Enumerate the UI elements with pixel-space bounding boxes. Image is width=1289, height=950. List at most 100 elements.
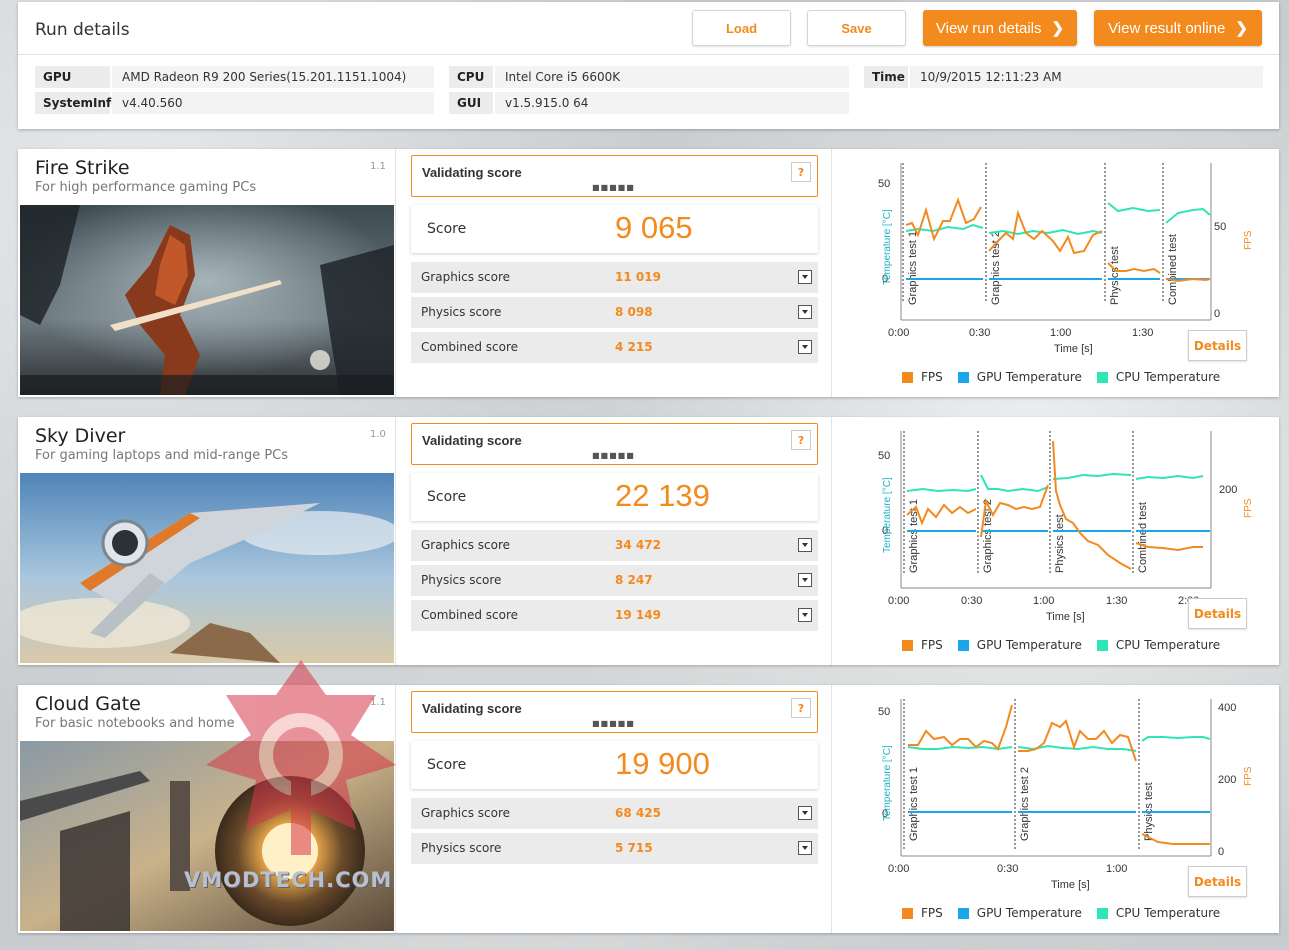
fps-series (1141, 833, 1210, 845)
subscore-value: 19 149 (615, 608, 661, 622)
chart-legend: FPS GPU Temperature CPU Temperature (902, 370, 1235, 384)
fire-strike-image (20, 205, 394, 395)
benchmark-card-sky-diver: Sky Diver For gaming laptops and mid-ran… (18, 417, 1279, 665)
details-button[interactable]: Details (1188, 866, 1247, 897)
expand-dropdown-icon[interactable] (798, 806, 812, 820)
fps-series (1107, 262, 1161, 274)
legend-fps: FPS (921, 638, 943, 652)
cpu-row: CPU Intel Core i5 6600K (449, 66, 849, 88)
run-details-panel: Run details Load Save View run details ❯ … (18, 2, 1279, 129)
validation-progress: ■■■■■ (592, 183, 635, 192)
sky-diver-image (20, 473, 394, 663)
validating-label: Validating score (422, 701, 522, 716)
benchmark-name: Sky Diver (35, 425, 126, 447)
y-tick-left: 50 (878, 450, 890, 462)
details-button[interactable]: Details (1188, 598, 1247, 629)
graphics-score-row[interactable]: Graphics score 11 019 (411, 262, 818, 293)
test-label: Graphics test 1 (907, 231, 919, 305)
cpu-temp-series (1052, 472, 1132, 480)
subscore-label: Physics score (421, 305, 502, 319)
x-tick: 1:00 (1033, 595, 1054, 607)
subscore-label: Combined score (421, 340, 519, 354)
fps-series (1052, 440, 1132, 570)
fps-series (988, 209, 1103, 255)
legend-cpu: CPU Temperature (1115, 906, 1221, 920)
fps-series (905, 197, 982, 242)
monitoring-chart: 50 0 200 0:00 0:30 1:00 1:30 2:00 Time [… (878, 431, 1254, 623)
column-divider (831, 417, 832, 665)
x-tick: 1:30 (1106, 595, 1127, 607)
fps-series (1135, 542, 1203, 552)
legend-fps: FPS (921, 906, 943, 920)
legend-swatch-gpu (957, 639, 969, 651)
help-button[interactable]: ? (791, 430, 811, 450)
benchmark-header: Cloud Gate For basic notebooks and home (35, 693, 235, 731)
y-tick-right: 0 (1218, 846, 1224, 858)
benchmark-version: 1.1 (370, 161, 386, 172)
test-label: Graphics test 2 (990, 231, 1002, 305)
subscore-label: Graphics score (421, 270, 511, 284)
view-run-details-button[interactable]: View run details ❯ (923, 10, 1077, 46)
x-tick: 0:00 (888, 595, 909, 607)
subscore-value: 34 472 (615, 538, 661, 552)
cpu-temp-series (907, 745, 1013, 751)
help-button[interactable]: ? (791, 698, 811, 718)
physics-score-row[interactable]: Physics score 5 715 (411, 833, 818, 864)
graphics-score-row[interactable]: Graphics score 34 472 (411, 530, 818, 561)
plot-frame (900, 163, 1212, 321)
x-tick: 0:00 (888, 327, 909, 339)
chevron-right-icon: ❯ (1235, 20, 1248, 37)
fps-series (980, 484, 1049, 538)
cpu-temp-series (980, 474, 1049, 493)
load-button[interactable]: Load (692, 10, 791, 46)
chevron-right-icon: ❯ (1051, 20, 1065, 37)
expand-dropdown-icon[interactable] (798, 538, 812, 552)
subscore-value: 11 019 (615, 270, 661, 284)
physics-score-row[interactable]: Physics score 8 098 (411, 297, 818, 328)
expand-dropdown-icon[interactable] (798, 573, 812, 587)
column-divider (395, 417, 396, 665)
physics-score-row[interactable]: Physics score 8 247 (411, 565, 818, 596)
expand-dropdown-icon[interactable] (798, 305, 812, 319)
graphics-score-row[interactable]: Graphics score 68 425 (411, 798, 818, 829)
test-label: Graphics test 1 (908, 767, 920, 841)
gpu-row: GPU AMD Radeon R9 200 Series(15.201.1151… (35, 66, 434, 88)
gui-label: GUI (449, 92, 493, 114)
expand-dropdown-icon[interactable] (798, 841, 812, 855)
combined-score-row[interactable]: Combined score 4 215 (411, 332, 818, 363)
score-label: Score (427, 489, 467, 505)
score-box: Score 22 139 (411, 473, 818, 521)
expand-dropdown-icon[interactable] (798, 608, 812, 622)
fps-series (906, 503, 977, 526)
test-label: Physics test (1109, 246, 1121, 305)
expand-dropdown-icon[interactable] (798, 340, 812, 354)
time-row: Time 10/9/2015 12:11:23 AM (864, 66, 1263, 88)
cpu-temp-series (1107, 202, 1161, 213)
legend-swatch-cpu (1096, 639, 1108, 651)
subscore-label: Combined score (421, 608, 519, 622)
validation-progress: ■■■■■ (592, 451, 635, 460)
legend-swatch-fps (902, 639, 913, 651)
combined-score-row[interactable]: Combined score 19 149 (411, 600, 818, 631)
expand-dropdown-icon[interactable] (798, 270, 812, 284)
score-value: 22 139 (615, 478, 710, 513)
legend-swatch-fps (902, 907, 913, 919)
score-value: 19 900 (615, 746, 710, 781)
column-divider (831, 149, 832, 397)
test-label: Graphics test 2 (1019, 767, 1031, 841)
help-button[interactable]: ? (791, 162, 811, 182)
y-tick-right: 50 (1214, 221, 1226, 233)
column-divider (395, 149, 396, 397)
validating-label: Validating score (422, 433, 522, 448)
legend-swatch-gpu (957, 371, 969, 383)
time-label: Time (864, 66, 908, 88)
details-button[interactable]: Details (1188, 330, 1247, 361)
save-button[interactable]: Save (807, 10, 906, 46)
subscore-label: Physics score (421, 841, 502, 855)
cpu-temp-series (1165, 207, 1211, 224)
view-result-online-button[interactable]: View result online ❯ (1094, 10, 1262, 46)
x-tick: 0:00 (888, 863, 909, 875)
legend-gpu: GPU Temperature (976, 370, 1082, 384)
y-axis-label-left: Temperature [°C] (882, 477, 893, 553)
test-label: Physics test (1054, 514, 1066, 573)
